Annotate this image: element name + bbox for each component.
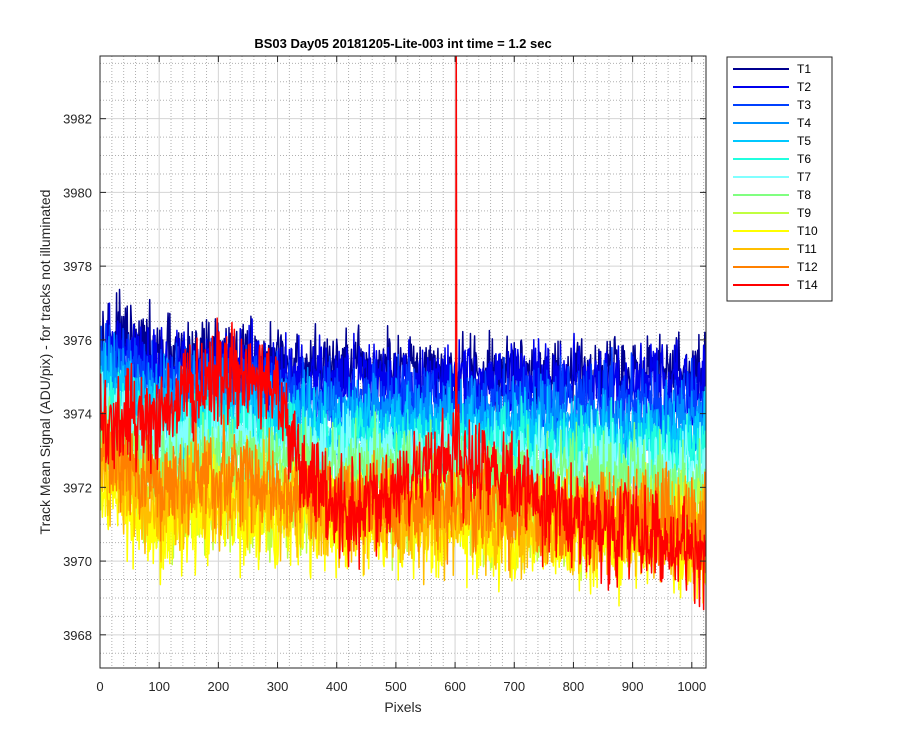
y-tick-label: 3980 (63, 185, 92, 200)
axis-ticks: 0 100 200 300 400 500 600 700 800 900 1000 3968 3970… (63, 56, 706, 694)
legend-label-t5: T5 (797, 134, 811, 148)
y-tick-label: 3968 (63, 628, 92, 643)
x-tick-label: 400 (326, 679, 348, 694)
chart-title: BS03 Day05 20181205-Lite-003 int time = … (254, 36, 551, 51)
axes-box (99, 55, 707, 669)
y-tick-label: 3978 (63, 259, 92, 274)
y-tick-label: 3970 (63, 554, 92, 569)
legend-label-t11: T11 (797, 242, 817, 256)
y-tick-label: 3976 (63, 333, 92, 348)
x-tick-label: 1000 (677, 679, 706, 694)
x-tick-label: 500 (385, 679, 407, 694)
x-tick-label: 200 (208, 679, 230, 694)
legend-label-t14: T14 (797, 278, 818, 292)
y-tick-label: 3974 (63, 407, 92, 422)
x-axis-label: Pixels (384, 699, 421, 715)
legend-label-t4: T4 (797, 116, 811, 130)
legend-label-t8: T8 (797, 188, 811, 202)
legend-label-t10: T10 (797, 224, 818, 238)
y-axis-label: Track Mean Signal (ADU/pix) - for tracks… (37, 190, 53, 535)
y-tick-label: 3972 (63, 480, 92, 495)
x-tick-label: 0 (96, 679, 103, 694)
legend-label-t12: T12 (797, 260, 818, 274)
series-line-t14 (100, 56, 706, 611)
x-tick-label: 700 (503, 679, 525, 694)
legend-label-t7: T7 (797, 170, 811, 184)
legend-label-t9: T9 (797, 206, 811, 220)
legend: T1 T2 T3 T4 T5 T6 T7 T8 T9 T10 T11 T12 T14 (726, 56, 833, 302)
x-tick-label: 300 (267, 679, 289, 694)
x-tick-label: 100 (148, 679, 170, 694)
legend-box (726, 56, 833, 302)
series-lines (100, 56, 706, 611)
x-tick-label: 800 (563, 679, 585, 694)
y-tick-label: 3982 (63, 112, 92, 127)
legend-label-t6: T6 (797, 152, 811, 166)
x-tick-label: 600 (444, 679, 466, 694)
legend-label-t1: T1 (797, 62, 811, 76)
legend-label-t3: T3 (797, 98, 811, 112)
x-tick-label: 900 (622, 679, 644, 694)
legend-label-t2: T2 (797, 80, 811, 94)
